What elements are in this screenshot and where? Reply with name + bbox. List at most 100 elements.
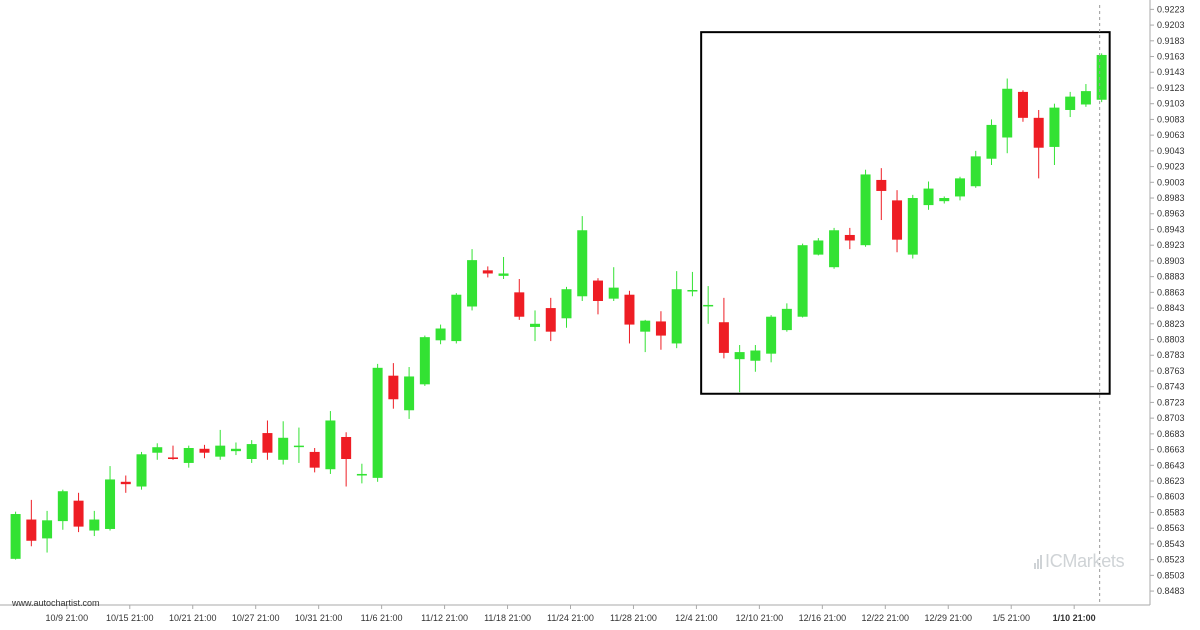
y-tick-label: 0.8643 <box>1157 460 1185 470</box>
x-tick-label: 12/10 21:00 <box>736 613 784 623</box>
candle-up <box>703 304 714 307</box>
candle-up <box>246 444 257 460</box>
bars-logo-icon <box>1034 554 1042 569</box>
candle-up <box>215 445 226 457</box>
candle-down <box>592 280 603 301</box>
y-tick-label: 0.8983 <box>1157 193 1185 203</box>
y-tick-label: 0.9203 <box>1157 20 1185 30</box>
candle-up <box>435 328 446 341</box>
candle-down <box>341 436 352 460</box>
candle-down <box>388 375 399 400</box>
y-tick-label: 0.9023 <box>1157 162 1185 172</box>
candle-down <box>1017 91 1028 118</box>
watermark: www.autochartist.com <box>12 598 100 608</box>
candle-up <box>467 260 478 307</box>
y-tick-label: 0.8903 <box>1157 256 1185 266</box>
candle-up <box>939 198 950 202</box>
candle-down <box>876 179 887 191</box>
x-tick-label: 11/18 21:00 <box>484 613 531 623</box>
candle-up <box>561 289 572 319</box>
y-tick-label: 0.9123 <box>1157 83 1185 93</box>
candle-up <box>293 445 304 448</box>
candle-up <box>57 491 68 522</box>
candle-up <box>577 230 588 297</box>
candle-up <box>136 454 147 487</box>
y-tick-label: 0.8883 <box>1157 272 1185 282</box>
candle-up <box>42 520 53 539</box>
candle-up <box>1049 107 1060 147</box>
candle-up <box>372 367 383 478</box>
y-tick-label: 0.8703 <box>1157 413 1185 423</box>
x-tick-label: 10/15 21:00 <box>106 613 154 623</box>
y-tick-label: 0.8663 <box>1157 445 1185 455</box>
x-tick-label: 10/27 21:00 <box>232 613 280 623</box>
x-tick-label: 11/24 21:00 <box>547 613 594 623</box>
candle-down <box>26 519 37 541</box>
candle-up <box>734 352 745 360</box>
x-tick-label: 12/4 21:00 <box>675 613 718 623</box>
y-tick-label: 0.9143 <box>1157 67 1185 77</box>
x-tick-label: 12/16 21:00 <box>799 613 847 623</box>
pattern-box <box>700 31 1111 395</box>
candle-down <box>718 322 729 353</box>
candle-up <box>419 337 430 385</box>
candle-down <box>844 234 855 241</box>
y-tick-label: 0.8523 <box>1157 555 1185 565</box>
candle-up <box>105 479 116 529</box>
x-tick-label: 11/12 21:00 <box>421 613 468 623</box>
y-tick-label: 0.9063 <box>1157 130 1185 140</box>
y-tick-label: 0.8943 <box>1157 224 1185 234</box>
candle-down <box>892 200 903 240</box>
candle-up <box>89 519 100 531</box>
y-tick-label: 0.8923 <box>1157 240 1185 250</box>
y-tick-label: 0.9083 <box>1157 114 1185 124</box>
y-tick-label: 0.8823 <box>1157 319 1185 329</box>
candle-down <box>168 457 178 460</box>
candle-up <box>986 124 997 159</box>
y-tick-label: 0.8803 <box>1157 335 1185 345</box>
y-tick-label: 0.8783 <box>1157 350 1185 360</box>
y-tick-label: 0.8763 <box>1157 366 1185 376</box>
y-tick-label: 0.8683 <box>1157 429 1185 439</box>
y-tick-label: 0.8503 <box>1157 570 1185 580</box>
candle-down <box>482 270 493 274</box>
candle-up <box>829 230 840 268</box>
x-tick-label: 11/6 21:00 <box>361 613 403 623</box>
x-tick-label: 12/22 21:00 <box>862 613 910 623</box>
candle-up <box>671 289 682 344</box>
y-tick-label: 0.9223 <box>1157 4 1185 14</box>
candle-up <box>640 320 651 332</box>
y-tick-label: 0.9003 <box>1157 177 1185 187</box>
y-tick-label: 0.9103 <box>1157 99 1185 109</box>
candle-up <box>797 245 808 317</box>
y-tick-label: 0.9183 <box>1157 36 1185 46</box>
y-axis-ticks: 0.9223 0.9203 0.9183 0.9163 0.9143 0.9123 0.91… <box>1150 4 1185 596</box>
candle-up <box>230 448 241 452</box>
y-tick-label: 0.9163 <box>1157 52 1185 62</box>
y-tick-label: 0.8743 <box>1157 382 1185 392</box>
candle-down <box>655 321 666 336</box>
candle-up <box>860 174 871 246</box>
y-tick-label: 0.8863 <box>1157 287 1185 297</box>
candle-up <box>687 289 698 292</box>
candle-up <box>183 448 194 463</box>
y-tick-label: 0.8563 <box>1157 523 1185 533</box>
y-tick-label: 0.8843 <box>1157 303 1185 313</box>
y-tick-label: 0.8723 <box>1157 397 1185 407</box>
candle-up <box>923 188 934 206</box>
y-tick-label: 0.8543 <box>1157 539 1185 549</box>
x-tick-label: 11/28 21:00 <box>610 613 657 623</box>
candle-up <box>152 447 163 453</box>
x-tick-label: 1/5 21:00 <box>992 613 1030 623</box>
candles-group <box>10 53 1107 560</box>
broker-logo: ICMarkets <box>1034 551 1125 572</box>
candle-down <box>1033 117 1044 148</box>
y-tick-label: 0.8483 <box>1157 586 1185 596</box>
candle-up <box>530 323 541 327</box>
candle-down <box>514 292 525 317</box>
candle-down <box>624 294 635 325</box>
y-tick-label: 0.8603 <box>1157 492 1185 502</box>
x-tick-label: 12/29 21:00 <box>924 613 972 623</box>
x-tick-label: 10/21 21:00 <box>169 613 217 623</box>
